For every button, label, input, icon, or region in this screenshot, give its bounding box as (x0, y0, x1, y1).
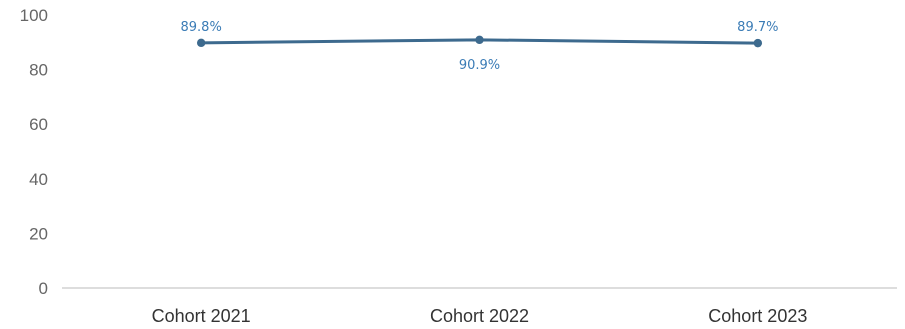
data-point-marker[interactable] (196, 38, 206, 48)
data-label: 89.8% (181, 20, 222, 35)
y-tick-label: 100 (20, 6, 48, 25)
x-tick-label: Cohort 2021 (152, 306, 251, 326)
x-tick-label: Cohort 2023 (708, 306, 807, 326)
data-point-marker[interactable] (475, 35, 484, 45)
x-tick-label: Cohort 2022 (430, 306, 529, 326)
y-tick-label: 60 (29, 115, 48, 134)
data-label: 89.7% (737, 20, 778, 35)
data-label: 90.9% (459, 58, 500, 73)
data-point-marker[interactable] (753, 38, 763, 48)
y-tick-label: 20 (29, 224, 48, 243)
y-tick-label: 80 (29, 61, 48, 80)
y-tick-label: 0 (39, 279, 48, 298)
y-tick-label: 40 (29, 170, 48, 189)
